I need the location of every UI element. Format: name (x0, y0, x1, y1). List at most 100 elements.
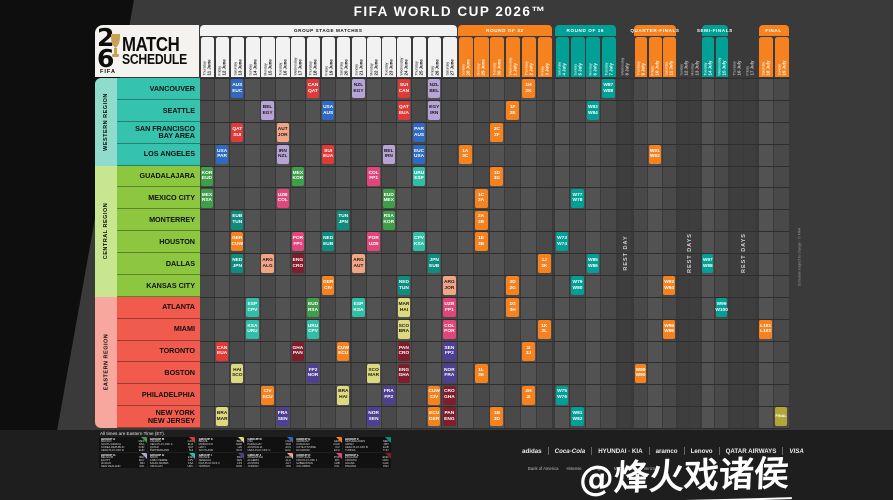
match-cell: NED TUN (397, 276, 411, 296)
row-divider (200, 274, 790, 276)
date-column-20: Tuesday 30 June (490, 37, 505, 77)
city-row-label: DALLAS (117, 253, 200, 275)
legend-group-h: GROUP H SPAIN ESP CABO VERDE CPV SAUDI ARABIA… (147, 453, 196, 468)
match-cell: JPN EUB (428, 254, 441, 274)
date-column-24: Saturday 4 July (555, 37, 570, 77)
match-cell: ECU GER (428, 407, 441, 427)
logo-digit-2: 2 (97, 23, 114, 52)
match-cell: BRA MAR (215, 407, 229, 427)
row-divider (200, 209, 790, 211)
sponsor-logo: aramco (655, 447, 678, 455)
date-column-10: Saturday 20 June (336, 37, 351, 77)
match-cell: ESP CPV (246, 298, 259, 318)
city-row-label: GUADALAJARA (117, 165, 200, 188)
match-cell: 1A 3C (458, 144, 472, 164)
date-column-23: Friday 3 July (537, 37, 552, 77)
date-column-34: Tuesday 14 July (702, 37, 715, 77)
date-column-5: Monday 15 June (261, 37, 275, 77)
logo-26-mark: 2 6 FIFA (97, 23, 120, 75)
city-row-label: PHILADELPHIA (117, 384, 200, 407)
city-row-label: SAN FRANCISCO BAY AREA (117, 121, 200, 144)
match-cell: NZL BEL (428, 79, 441, 99)
date-column-28: Wednesday 8 July (620, 57, 630, 76)
match-cell: RSA KOR (382, 210, 395, 230)
date-column-22: Thursday 2 July (521, 37, 536, 77)
logo-line-schedule: SCHEDULE (121, 51, 187, 68)
page-title: FIFA WORLD CUP 2026™ (353, 4, 547, 19)
match-cell: W91 W92 (649, 144, 661, 164)
city-row-label: BOSTON (117, 362, 200, 385)
match-cell: SUI EUA (322, 144, 335, 164)
city-row-label: MIAMI (117, 318, 200, 341)
match-cell: 1F 2E (506, 101, 520, 121)
match-cell: NZL EGY (352, 79, 365, 99)
sponsor-divider (718, 447, 720, 455)
logo-text: MATCH SCHEDULE (121, 35, 187, 68)
sponsor-logo: HYUNDAI · KIA (598, 447, 643, 455)
match-cell: NOR FRA (443, 363, 456, 383)
match-cell: W81 W82 (571, 407, 584, 427)
stage-header-sf: SEMI-FINALS (697, 25, 732, 36)
city-row-label: ATLANTA (117, 296, 200, 319)
row-divider (200, 78, 790, 79)
match-cell: FP2 NOR (306, 363, 320, 383)
row-divider (200, 296, 790, 298)
match-cell: KSA URU (246, 319, 259, 339)
match-cell: FINAL (774, 407, 788, 427)
match-cell: 1B 3D (490, 407, 504, 427)
row-divider (200, 143, 790, 145)
row-divider (200, 362, 790, 364)
date-column-18: Sunday 28 June (458, 37, 473, 77)
match-cell: 1H 2K (522, 79, 535, 99)
match-cell: PAR AUS (412, 123, 426, 143)
match-cell: CRO GHA (443, 385, 456, 405)
date-column-27: Tuesday 7 July (601, 37, 616, 77)
sponsor-logo-small: McDonald's (613, 466, 636, 471)
sponsor-divider (683, 447, 685, 455)
date-column-33: Monday 13 July (690, 60, 699, 76)
match-cell: W75 W76 (555, 385, 569, 405)
match-schedule-logo: 2 6 FIFA MATCH SCHEDULE (95, 25, 199, 77)
stage-header-final: FINAL (758, 25, 789, 36)
times-note: All times are Eastern Time (ET). (100, 431, 166, 436)
legend-group-k: GROUP K PORTUGAL POR FIFA PLAY-OFF 1 FP1 UZBE… (294, 453, 342, 468)
date-column-16: Friday 26 June (427, 37, 442, 77)
row-divider (200, 165, 790, 167)
match-cell: 2D 2G (506, 276, 520, 296)
match-cell: MEX KOR (291, 166, 305, 186)
match-cell: 1L 3E (474, 363, 488, 383)
city-row-label: SEATTLE (117, 99, 200, 122)
city-row-label: VANCOUVER (117, 78, 200, 100)
match-cell: USA AUS (322, 101, 335, 121)
match-cell: AUS EUC (231, 79, 244, 99)
date-column-13: Tuesday 23 June (382, 37, 396, 77)
date-column-19: Monday 29 June (474, 37, 489, 77)
match-cell: ESP KSA (352, 298, 365, 318)
date-column-3: Saturday 13 June (230, 37, 245, 77)
match-cell: EGY IRN (428, 101, 441, 121)
date-column-7: Wednesday 17 June (291, 37, 306, 77)
match-cell: W87 W88 (602, 79, 615, 99)
match-cell: W97 W98 (702, 254, 714, 274)
region-label-eastern: EASTERN REGION (95, 296, 117, 428)
match-cell: 1D 3G (490, 166, 504, 186)
city-row-label: LOS ANGELES (117, 143, 200, 166)
match-cell: W83 W84 (586, 101, 600, 121)
match-cell: BEL IRN (382, 144, 395, 164)
match-cell: ENG CRO (291, 254, 305, 274)
date-column-6: Tuesday 16 June (276, 37, 290, 77)
match-cell: 2C 2F (490, 123, 504, 143)
match-cell: COL FP1 (367, 166, 380, 186)
rest-day-label: REST DAY (622, 235, 629, 271)
city-row-label: KANSAS CITY (117, 274, 200, 297)
match-cell: CAN EUA (215, 341, 229, 361)
match-cell: W79 W80 (571, 276, 584, 296)
date-column-25: Sunday 5 July (570, 37, 585, 77)
date-column-15: Thursday 25 June (412, 37, 427, 77)
sponsor-divider (782, 447, 784, 455)
match-cell: GER CIV (322, 276, 335, 296)
match-cell: QAT EUA (397, 101, 411, 121)
match-cell: ARG JOR (443, 276, 456, 296)
match-cell: AUT JOR (276, 123, 289, 143)
match-cell: SCO MAR (367, 363, 380, 383)
